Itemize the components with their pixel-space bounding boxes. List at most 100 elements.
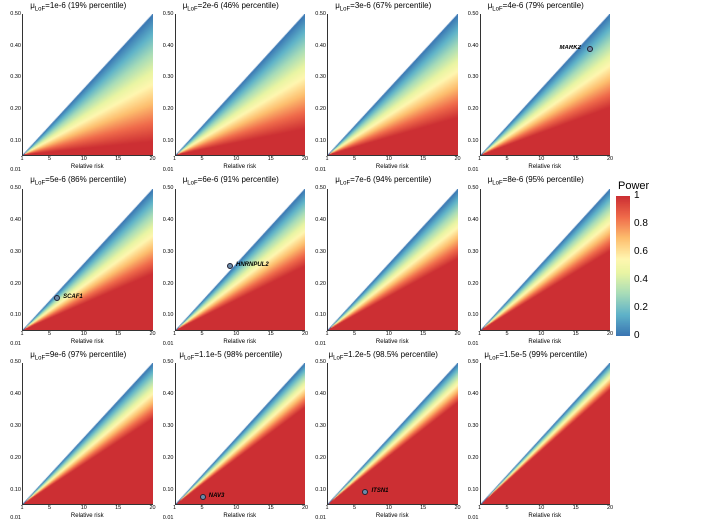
x-axis-label: Relative risk bbox=[71, 339, 104, 345]
x-tick: 10 bbox=[538, 157, 544, 163]
x-tick: 15 bbox=[420, 506, 426, 512]
x-axis: 15101520Relative risk bbox=[175, 156, 306, 170]
y-tick: 0.10 bbox=[163, 139, 174, 145]
x-tick: 15 bbox=[573, 506, 579, 512]
x-ticks: 15101520 bbox=[327, 505, 458, 512]
y-tick: 0.30 bbox=[315, 250, 326, 256]
x-tick: 20 bbox=[302, 506, 308, 512]
panel-title: μLoF=1.1e-5 (98% percentile) bbox=[157, 351, 306, 363]
x-axis: 15101520Relative risk bbox=[22, 331, 153, 345]
x-tick: 20 bbox=[149, 332, 155, 338]
x-tick: 5 bbox=[505, 506, 508, 512]
heatmap-canvas bbox=[176, 14, 306, 155]
heatmap-plot bbox=[327, 14, 458, 156]
panel-title: μLoF=1e-6 (19% percentile) bbox=[4, 2, 153, 14]
plot-column: 15101520Relative risk bbox=[22, 363, 153, 519]
legend-tick: 0 bbox=[634, 331, 640, 341]
y-tick: 0.10 bbox=[468, 488, 479, 494]
y-tick: 0.20 bbox=[315, 107, 326, 113]
x-tick: 10 bbox=[386, 506, 392, 512]
legend-tick: 0.2 bbox=[634, 303, 648, 313]
x-tick: 5 bbox=[48, 157, 51, 163]
y-tick: 0.40 bbox=[10, 218, 21, 224]
panel-title: μLoF=9e-6 (97% percentile) bbox=[4, 351, 153, 363]
y-tick: 0.20 bbox=[315, 281, 326, 287]
panel-1: μLoF=2e-6 (46% percentile)Selection coef… bbox=[157, 2, 306, 170]
plot-frame: Selection coefficient0.010.100.200.300.4… bbox=[462, 14, 611, 170]
y-tick: 0.01 bbox=[163, 168, 174, 174]
y-tick: 0.40 bbox=[163, 43, 174, 49]
x-tick: 15 bbox=[268, 506, 274, 512]
x-axis: 15101520Relative risk bbox=[480, 505, 611, 519]
y-tick: 0.50 bbox=[468, 11, 479, 17]
x-tick: 10 bbox=[233, 157, 239, 163]
y-ticks: 0.010.100.200.300.400.50 bbox=[317, 189, 327, 345]
y-tick: 0.40 bbox=[163, 392, 174, 398]
panel-6: μLoF=7e-6 (94% percentile)Selection coef… bbox=[309, 176, 458, 344]
y-ticks: 0.010.100.200.300.400.50 bbox=[470, 189, 480, 345]
plot-column: 15101520Relative risk bbox=[327, 189, 458, 345]
x-tick: 10 bbox=[538, 332, 544, 338]
plot-column: MARK215101520Relative risk bbox=[480, 14, 611, 170]
x-axis-label: Relative risk bbox=[376, 339, 409, 345]
x-axis: 15101520Relative risk bbox=[327, 331, 458, 345]
y-tick: 0.10 bbox=[10, 313, 21, 319]
x-tick: 10 bbox=[233, 506, 239, 512]
y-tick: 0.50 bbox=[163, 360, 174, 366]
x-tick: 5 bbox=[353, 157, 356, 163]
x-axis-label: Relative risk bbox=[528, 339, 561, 345]
y-tick: 0.01 bbox=[468, 342, 479, 348]
x-tick: 15 bbox=[573, 157, 579, 163]
heatmap-canvas bbox=[23, 189, 153, 330]
x-tick: 10 bbox=[81, 506, 87, 512]
x-tick: 10 bbox=[81, 157, 87, 163]
panel-5: μLoF=6e-6 (91% percentile)Selection coef… bbox=[157, 176, 306, 344]
y-tick: 0.30 bbox=[468, 75, 479, 81]
heatmap-plot: HNRNPUL2 bbox=[175, 189, 306, 331]
y-axis: Selection coefficient0.010.100.200.300.4… bbox=[462, 189, 480, 345]
y-tick: 0.50 bbox=[10, 186, 21, 192]
x-ticks: 15101520 bbox=[175, 331, 306, 338]
plot-column: 15101520Relative risk bbox=[480, 189, 611, 345]
y-tick: 0.50 bbox=[10, 360, 21, 366]
x-tick: 1 bbox=[478, 332, 481, 338]
x-tick: 20 bbox=[302, 332, 308, 338]
x-tick: 1 bbox=[20, 157, 23, 163]
plot-frame: Selection coefficient0.010.100.200.300.4… bbox=[309, 363, 458, 519]
x-tick: 20 bbox=[607, 506, 613, 512]
panel-title: μLoF=4e-6 (79% percentile) bbox=[462, 2, 611, 14]
x-axis: 15101520Relative risk bbox=[480, 156, 611, 170]
y-axis: Selection coefficient0.010.100.200.300.4… bbox=[4, 14, 22, 170]
y-tick: 0.20 bbox=[163, 456, 174, 462]
plot-column: 15101520Relative risk bbox=[327, 14, 458, 170]
legend-title: Power bbox=[616, 180, 649, 192]
x-tick: 1 bbox=[20, 506, 23, 512]
y-tick: 0.40 bbox=[315, 392, 326, 398]
y-tick: 0.10 bbox=[468, 313, 479, 319]
plot-frame: Selection coefficient0.010.100.200.300.4… bbox=[462, 189, 611, 345]
heatmap-plot: NAV3 bbox=[175, 363, 306, 505]
y-tick: 0.50 bbox=[163, 11, 174, 17]
y-tick: 0.30 bbox=[163, 424, 174, 430]
x-axis: 15101520Relative risk bbox=[327, 156, 458, 170]
y-tick: 0.10 bbox=[163, 488, 174, 494]
y-ticks: 0.010.100.200.300.400.50 bbox=[470, 14, 480, 170]
panel-title: μLoF=2e-6 (46% percentile) bbox=[157, 2, 306, 14]
x-tick: 5 bbox=[353, 332, 356, 338]
panel-10: μLoF=1.2e-5 (98.5% percentile)Selection … bbox=[309, 351, 458, 519]
heatmap-canvas bbox=[328, 363, 458, 504]
y-tick: 0.30 bbox=[10, 250, 21, 256]
x-axis: 15101520Relative risk bbox=[22, 156, 153, 170]
heatmap-canvas bbox=[328, 189, 458, 330]
y-tick: 0.10 bbox=[163, 313, 174, 319]
y-tick: 0.01 bbox=[10, 342, 21, 348]
y-axis: Selection coefficient0.010.100.200.300.4… bbox=[4, 189, 22, 345]
x-ticks: 15101520 bbox=[480, 505, 611, 512]
x-tick: 5 bbox=[48, 506, 51, 512]
y-tick: 0.20 bbox=[468, 456, 479, 462]
heatmap-plot: MARK2 bbox=[480, 14, 611, 156]
panel-9: μLoF=1.1e-5 (98% percentile)Selection co… bbox=[157, 351, 306, 519]
y-tick: 0.30 bbox=[315, 424, 326, 430]
x-tick: 5 bbox=[200, 506, 203, 512]
x-axis-label: Relative risk bbox=[71, 513, 104, 519]
